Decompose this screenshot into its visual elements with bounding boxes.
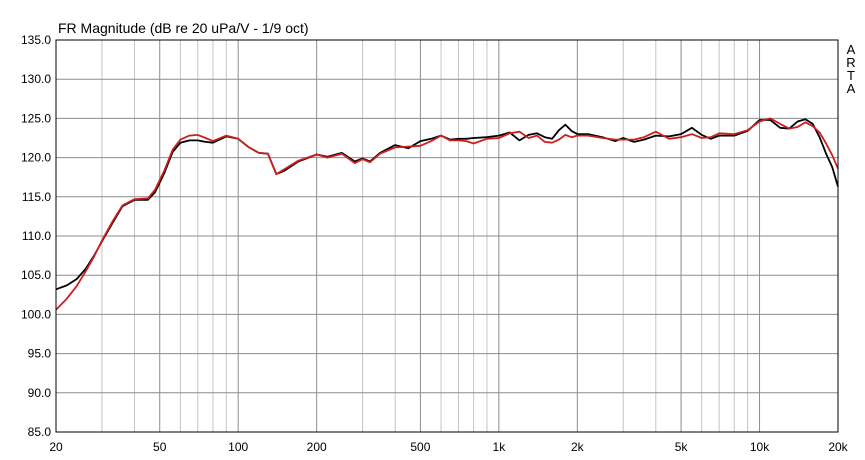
y-tick-label: 125.0 — [21, 111, 51, 125]
y-tick-label: 135.0 — [21, 33, 51, 47]
plot-frame — [55, 39, 839, 433]
y-tick-label: 100.0 — [21, 307, 51, 321]
x-tick-label: 20 — [49, 440, 63, 454]
x-tick-label: 2k — [571, 440, 585, 454]
y-tick-label: 105.0 — [21, 268, 51, 282]
x-tick-label: 50 — [153, 440, 167, 454]
arta-letter: A — [847, 42, 856, 57]
series-line-2 — [55, 117, 839, 311]
x-tick-label: 200 — [307, 440, 327, 454]
x-tick-label: 10k — [750, 440, 770, 454]
x-tick-label: 20k — [828, 440, 848, 454]
grid-lines — [56, 40, 838, 432]
x-axis-ticks: 20 50 100 200 500 1k 2k 5k 10k 20k — [49, 440, 848, 454]
y-tick-label: 115.0 — [22, 190, 51, 204]
y-tick-label: 120.0 — [21, 151, 51, 165]
series-line-1 — [55, 118, 839, 291]
x-tick-label: 5k — [675, 440, 689, 454]
arta-letter: T — [847, 68, 855, 83]
y-axis-ticks: 135.0 130.0 125.0 120.0 115.0 110.0 105.0 100.0… — [21, 33, 51, 439]
arta-letter: A — [847, 81, 856, 96]
y-tick-label: 110.0 — [22, 229, 51, 243]
x-tick-label: 500 — [410, 440, 430, 454]
y-tick-label: 90.0 — [28, 386, 52, 400]
chart-title: FR Magnitude (dB re 20 uPa/V - 1/9 oct) — [58, 20, 309, 36]
series-group — [55, 117, 839, 311]
y-tick-label: 85.0 — [28, 425, 52, 439]
x-tick-label: 1k — [493, 440, 507, 454]
y-tick-label: 95.0 — [28, 347, 52, 361]
x-tick-label: 100 — [228, 440, 248, 454]
arta-letter: R — [846, 55, 855, 70]
y-tick-label: 130.0 — [21, 72, 51, 86]
